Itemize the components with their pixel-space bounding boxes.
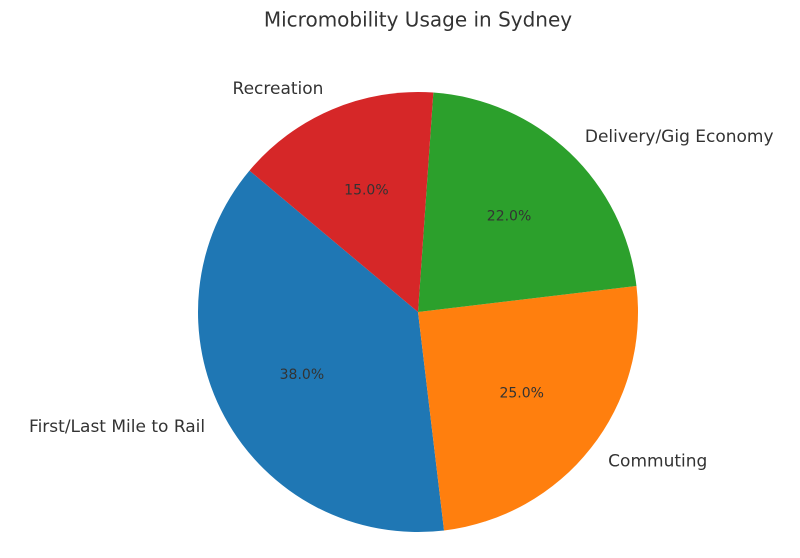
percent-label: 38.0% xyxy=(280,367,324,383)
slice-label: Commuting xyxy=(608,452,707,472)
percent-label: 15.0% xyxy=(344,182,388,198)
percent-label: 25.0% xyxy=(499,386,543,402)
slice-label: Recreation xyxy=(233,79,324,99)
pie-slice xyxy=(198,170,445,532)
slice-label: First/Last Mile to Rail xyxy=(29,417,205,437)
percent-label: 22.0% xyxy=(487,208,531,224)
chart-title: Micromobility Usage in Sydney xyxy=(264,8,572,32)
slice-label: Delivery/Gig Economy xyxy=(585,127,774,147)
pie-slice xyxy=(249,92,434,312)
pie-slice xyxy=(418,285,638,531)
pie-slice xyxy=(418,92,637,312)
